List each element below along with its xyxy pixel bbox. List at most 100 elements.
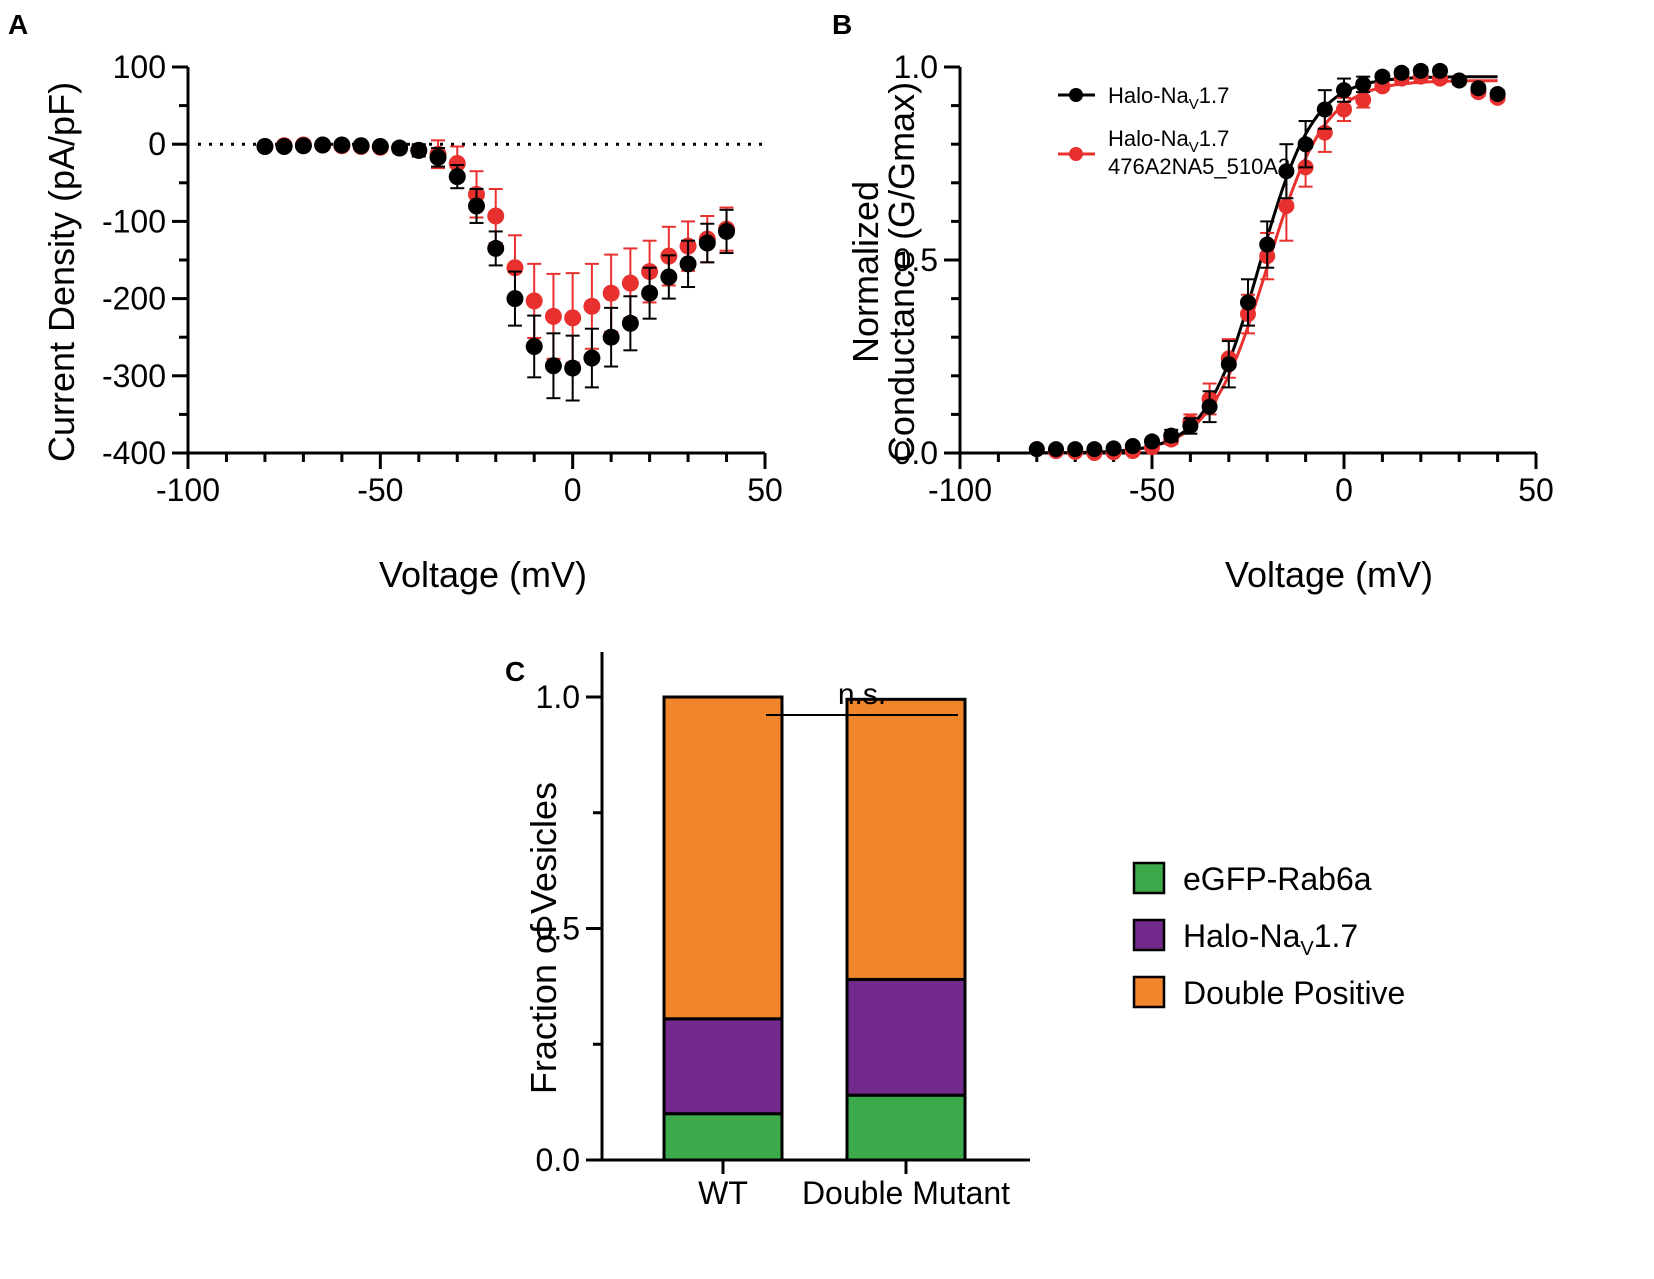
panel-a-data-point bbox=[679, 255, 697, 273]
panel-b-x-tick-label: 0 bbox=[1335, 472, 1353, 508]
panel-b-x-tick-label: -50 bbox=[1129, 472, 1175, 508]
panel-c-x-tick-label: WT bbox=[698, 1175, 748, 1211]
panel-a: A -100 -50 0 50 100 0 -100 -200 -300 -400 Voltage… bbox=[8, 9, 783, 595]
panel-b-data-point bbox=[1259, 236, 1276, 253]
panel-a-data-point bbox=[448, 155, 466, 172]
panel-a-data-point bbox=[256, 138, 274, 156]
legend-red-label-line2: 476A2NA5_510A3 bbox=[1108, 154, 1290, 179]
panel-b-label: B bbox=[832, 9, 852, 40]
panel-c: C 0.0 0.5 1.0 WT Double Mutant Fraction of V… bbox=[505, 652, 1405, 1211]
panel-a-data-point bbox=[275, 138, 293, 156]
panel-b-data-point bbox=[1316, 101, 1333, 118]
panel-a-data-point bbox=[718, 222, 736, 240]
panel-c-y-tick-label: 0.0 bbox=[536, 1142, 580, 1178]
panel-a-y-tick-label: -100 bbox=[102, 203, 166, 239]
panel-b-data-point bbox=[1336, 101, 1352, 118]
legend-swatch-egfp-rab6a bbox=[1132, 861, 1166, 895]
panel-b-data-point bbox=[1163, 427, 1180, 444]
panel-b-data-point bbox=[1028, 441, 1045, 458]
bar-segment-double-positive bbox=[845, 697, 967, 981]
panel-a-y-tick-label: 100 bbox=[113, 49, 166, 85]
panel-b-data-point bbox=[1124, 438, 1141, 455]
panel-c-bars bbox=[662, 695, 967, 1162]
panel-b-data-point bbox=[1067, 441, 1084, 458]
panel-b-data-point bbox=[1086, 441, 1103, 458]
legend-label-double-positive: Double Positive bbox=[1183, 975, 1405, 1011]
panel-c-y-tick-label: 0.5 bbox=[536, 911, 580, 947]
panel-b-data-point bbox=[1470, 80, 1487, 97]
panel-a-data-point bbox=[391, 139, 409, 157]
legend-red-marker bbox=[1069, 147, 1083, 161]
panel-c-x-tick-label: Double Mutant bbox=[802, 1175, 1010, 1211]
panel-b-data-point bbox=[1048, 441, 1064, 458]
panel-b-data-point bbox=[1336, 82, 1352, 99]
panel-a-data-point bbox=[410, 141, 428, 159]
panel-a-x-tick-label: -100 bbox=[156, 472, 220, 508]
panel-a-data-point bbox=[429, 148, 447, 166]
panel-a-data-point bbox=[544, 307, 562, 325]
panel-b-axes: -100 -50 0 50 0.0 0.5 1.0 bbox=[894, 49, 1554, 508]
panel-a-data-point bbox=[333, 136, 351, 154]
panel-a-y-axis-title: Current Density (pA/pF) bbox=[41, 82, 82, 462]
legend-black-marker bbox=[1069, 88, 1083, 102]
panel-c-y-tick-label: 1.0 bbox=[536, 679, 580, 715]
panel-b-data-point bbox=[1297, 136, 1314, 153]
legend-swatch-double-positive bbox=[1132, 975, 1166, 1009]
bar-segment-double-positive bbox=[662, 695, 784, 1021]
panel-a-data-point bbox=[314, 136, 332, 154]
panel-b-y-axis-title-line1: Normalized bbox=[845, 181, 886, 363]
panel-a-data-point bbox=[621, 274, 639, 292]
panel-b-data-point bbox=[1432, 62, 1448, 79]
panel-c-label: C bbox=[505, 656, 525, 687]
panel-c-y-axis-title: Fraction of Vesicles bbox=[523, 782, 564, 1094]
panel-b-x-tick-label: 50 bbox=[1518, 472, 1554, 508]
legend-label-halo-nav17: Halo-NaV1.7 bbox=[1183, 918, 1358, 960]
panel-a-y-tick-label: 0 bbox=[148, 126, 166, 162]
panel-b-y-tick-label: 0.5 bbox=[894, 242, 938, 278]
panel-b-data-point bbox=[1220, 356, 1237, 373]
significance-label: n.s. bbox=[838, 678, 886, 711]
panel-a-data-point bbox=[487, 239, 505, 257]
panel-a-series bbox=[256, 136, 736, 402]
panel-c-legend: eGFP-Rab6a Halo-NaV1.7 Double Positive bbox=[1132, 861, 1405, 1011]
panel-b-x-axis-title: Voltage (mV) bbox=[1225, 554, 1433, 595]
panel-a-data-point bbox=[583, 349, 601, 367]
panel-b-data-point bbox=[1182, 417, 1199, 434]
panel-b-data-point bbox=[1412, 62, 1429, 79]
panel-a-series-black bbox=[256, 136, 736, 402]
panel-b-series-black bbox=[1028, 62, 1506, 458]
panel-a-y-tick-label: -200 bbox=[102, 281, 166, 317]
panel-a-data-point bbox=[525, 292, 543, 310]
panel-a-data-point bbox=[641, 284, 659, 302]
legend-black-label: Halo-NaV1.7 bbox=[1108, 83, 1229, 113]
panel-b-data-point bbox=[1374, 68, 1391, 85]
legend-swatch-halo-nav17 bbox=[1132, 918, 1166, 952]
panel-a-y-tick-label: -300 bbox=[102, 358, 166, 394]
panel-a-data-point bbox=[294, 137, 312, 155]
panel-a-x-tick-label: 50 bbox=[747, 472, 783, 508]
bar-segment-halo-nav1-7 bbox=[845, 977, 967, 1097]
panel-a-data-point bbox=[602, 328, 620, 346]
panel-b: B -100 -50 0 50 0.0 0.5 1.0 Voltage (mV) Norma… bbox=[832, 9, 1554, 595]
panel-a-data-point bbox=[448, 168, 466, 186]
panel-a-data-point bbox=[506, 290, 524, 308]
panel-a-label: A bbox=[8, 9, 28, 40]
panel-a-x-axis-title: Voltage (mV) bbox=[379, 554, 587, 595]
panel-a-data-point bbox=[468, 197, 485, 215]
panel-b-x-tick-label: -100 bbox=[928, 472, 992, 508]
legend-red-label-line1: Halo-NaV1.7 bbox=[1108, 126, 1229, 156]
panel-a-data-point bbox=[544, 357, 562, 375]
panel-b-y-axis-title-line2: Conductance (G/Gmax) bbox=[881, 82, 922, 462]
panel-c-significance: n.s. bbox=[766, 678, 958, 716]
panel-a-data-point bbox=[698, 234, 716, 252]
panel-a-data-point bbox=[660, 268, 678, 286]
panel-b-data-point bbox=[1105, 440, 1122, 457]
panel-b-data-point bbox=[1240, 294, 1256, 311]
panel-b-data-point bbox=[1278, 197, 1295, 214]
panel-b-data-point bbox=[1201, 398, 1218, 415]
panel-b-data-point bbox=[1355, 76, 1372, 93]
panel-a-x-tick-label: 0 bbox=[564, 472, 582, 508]
panel-a-data-point bbox=[371, 138, 389, 156]
bar-segment-egfp-rab6a bbox=[845, 1093, 967, 1162]
panel-a-data-point bbox=[352, 137, 370, 155]
